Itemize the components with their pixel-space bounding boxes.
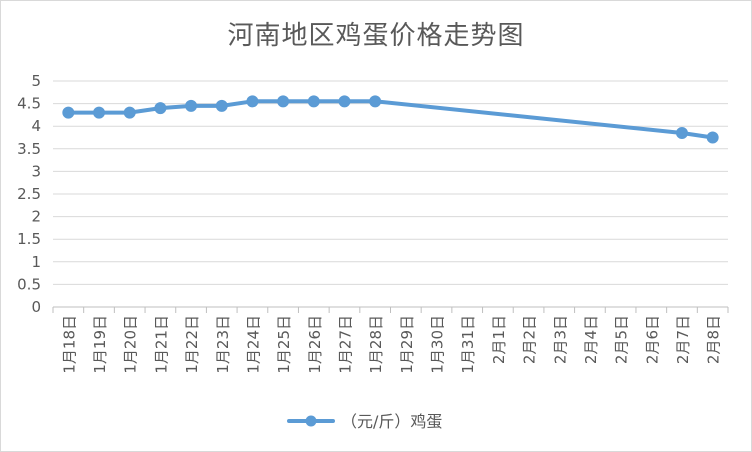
y-tick-label: 4.5 (17, 95, 41, 113)
x-tick-label: 2月6日 (643, 315, 661, 364)
y-tick-label: 3 (31, 162, 41, 180)
x-tick-label: 1月26日 (306, 315, 324, 374)
data-point (338, 95, 351, 108)
x-tick-label: 1月18日 (60, 315, 78, 374)
x-tick-label: 1月24日 (244, 315, 262, 374)
data-point (62, 106, 75, 119)
x-tick-label: 1月25日 (275, 315, 293, 374)
data-point (154, 102, 167, 115)
x-tick-label: 1月23日 (214, 315, 232, 374)
data-point (307, 95, 320, 108)
x-tick-label: 2月1日 (490, 315, 508, 364)
x-tick-label: 1月21日 (152, 315, 170, 374)
y-tick-label: 1 (31, 253, 41, 271)
data-point (215, 99, 228, 112)
x-tick-label: 1月20日 (122, 315, 140, 374)
y-tick-label: 0.5 (17, 275, 41, 293)
chart-title: 河南地区鸡蛋价格走势图 (227, 21, 525, 51)
x-tick-label: 1月27日 (336, 315, 354, 374)
y-tick-label: 2 (31, 208, 41, 226)
x-tick-label: 2月2日 (521, 315, 539, 364)
data-point (246, 95, 259, 108)
x-tick-label: 1月22日 (183, 315, 201, 374)
legend-marker (305, 415, 317, 427)
x-tick-label: 1月30日 (429, 315, 447, 374)
x-tick-label: 1月28日 (367, 315, 385, 374)
data-point (706, 131, 719, 144)
x-tick-label: 1月29日 (398, 315, 416, 374)
y-tick-label: 1.5 (17, 230, 41, 248)
y-tick-label: 3.5 (17, 140, 41, 158)
y-tick-label: 2.5 (17, 185, 41, 203)
x-tick-label: 1月19日 (91, 315, 109, 374)
legend-label: （元/斤）鸡蛋 (341, 412, 442, 431)
data-point (185, 99, 198, 112)
x-tick-label: 2月4日 (582, 315, 600, 364)
x-tick-label: 2月5日 (613, 315, 631, 364)
x-tick-label: 2月3日 (551, 315, 569, 364)
x-tick-label: 2月7日 (674, 315, 692, 364)
x-tick-label: 2月8日 (705, 315, 723, 364)
data-point (123, 106, 136, 119)
data-point (369, 95, 382, 108)
data-point (675, 126, 688, 139)
y-tick-label: 4 (31, 117, 41, 135)
x-tick-label: 1月31日 (459, 315, 477, 374)
data-point (93, 106, 106, 119)
y-tick-label: 0 (31, 298, 41, 316)
y-tick-label: 5 (31, 72, 41, 90)
data-point (277, 95, 290, 108)
